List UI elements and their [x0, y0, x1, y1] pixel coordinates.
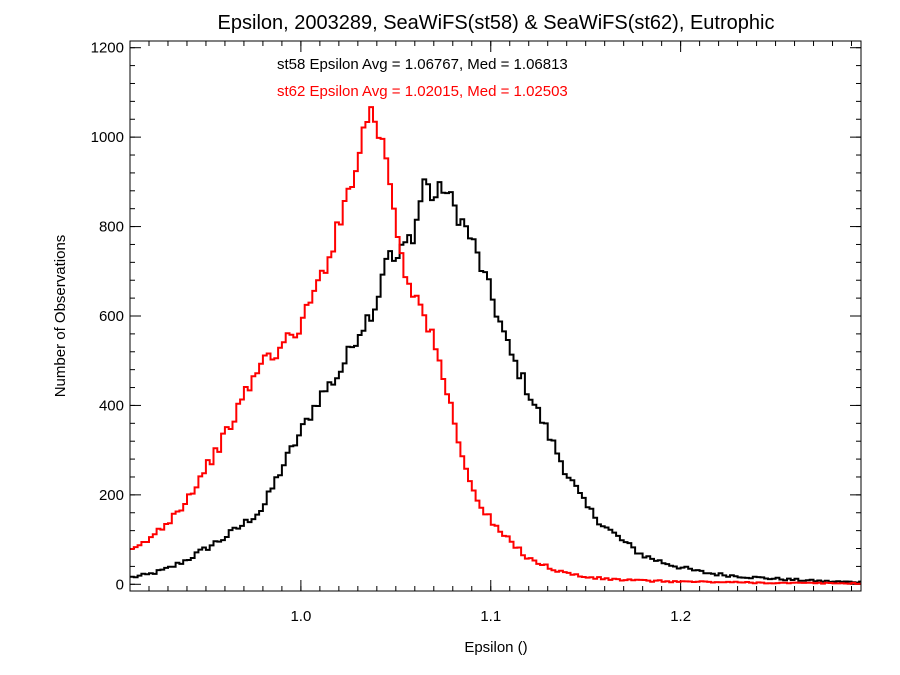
x-tick-label: 1.0 [290, 608, 311, 625]
st58-stats-annotation: st58 Epsilon Avg = 1.06767, Med = 1.0681… [277, 56, 568, 73]
y-tick-label: 200 [99, 487, 124, 504]
st58-histogram-series [130, 178, 861, 584]
axis-ticks: 1.0 1.1 1.2 0 200 400 600 800 1000 1200 [91, 40, 861, 625]
y-tick-label: 600 [99, 308, 124, 325]
st62-stats-annotation: st62 Epsilon Avg = 1.02015, Med = 1.0250… [277, 83, 568, 100]
x-axis-label: Epsilon () [464, 639, 527, 656]
y-tick-label: 0 [116, 576, 124, 593]
x-tick-label: 1.2 [670, 608, 691, 625]
y-tick-label: 800 [99, 219, 124, 236]
y-tick-label: 1000 [91, 129, 124, 146]
y-axis-label: Number of Observations [52, 235, 69, 398]
st62-histogram-series [130, 106, 861, 585]
y-tick-label: 1200 [91, 40, 124, 57]
y-tick-label: 400 [99, 397, 124, 414]
series-layer [130, 106, 861, 585]
plot-frame [129, 40, 862, 592]
x-tick-label: 1.1 [480, 608, 501, 625]
chart-title: Epsilon, 2003289, SeaWiFS(st58) & SeaWiF… [218, 12, 775, 34]
